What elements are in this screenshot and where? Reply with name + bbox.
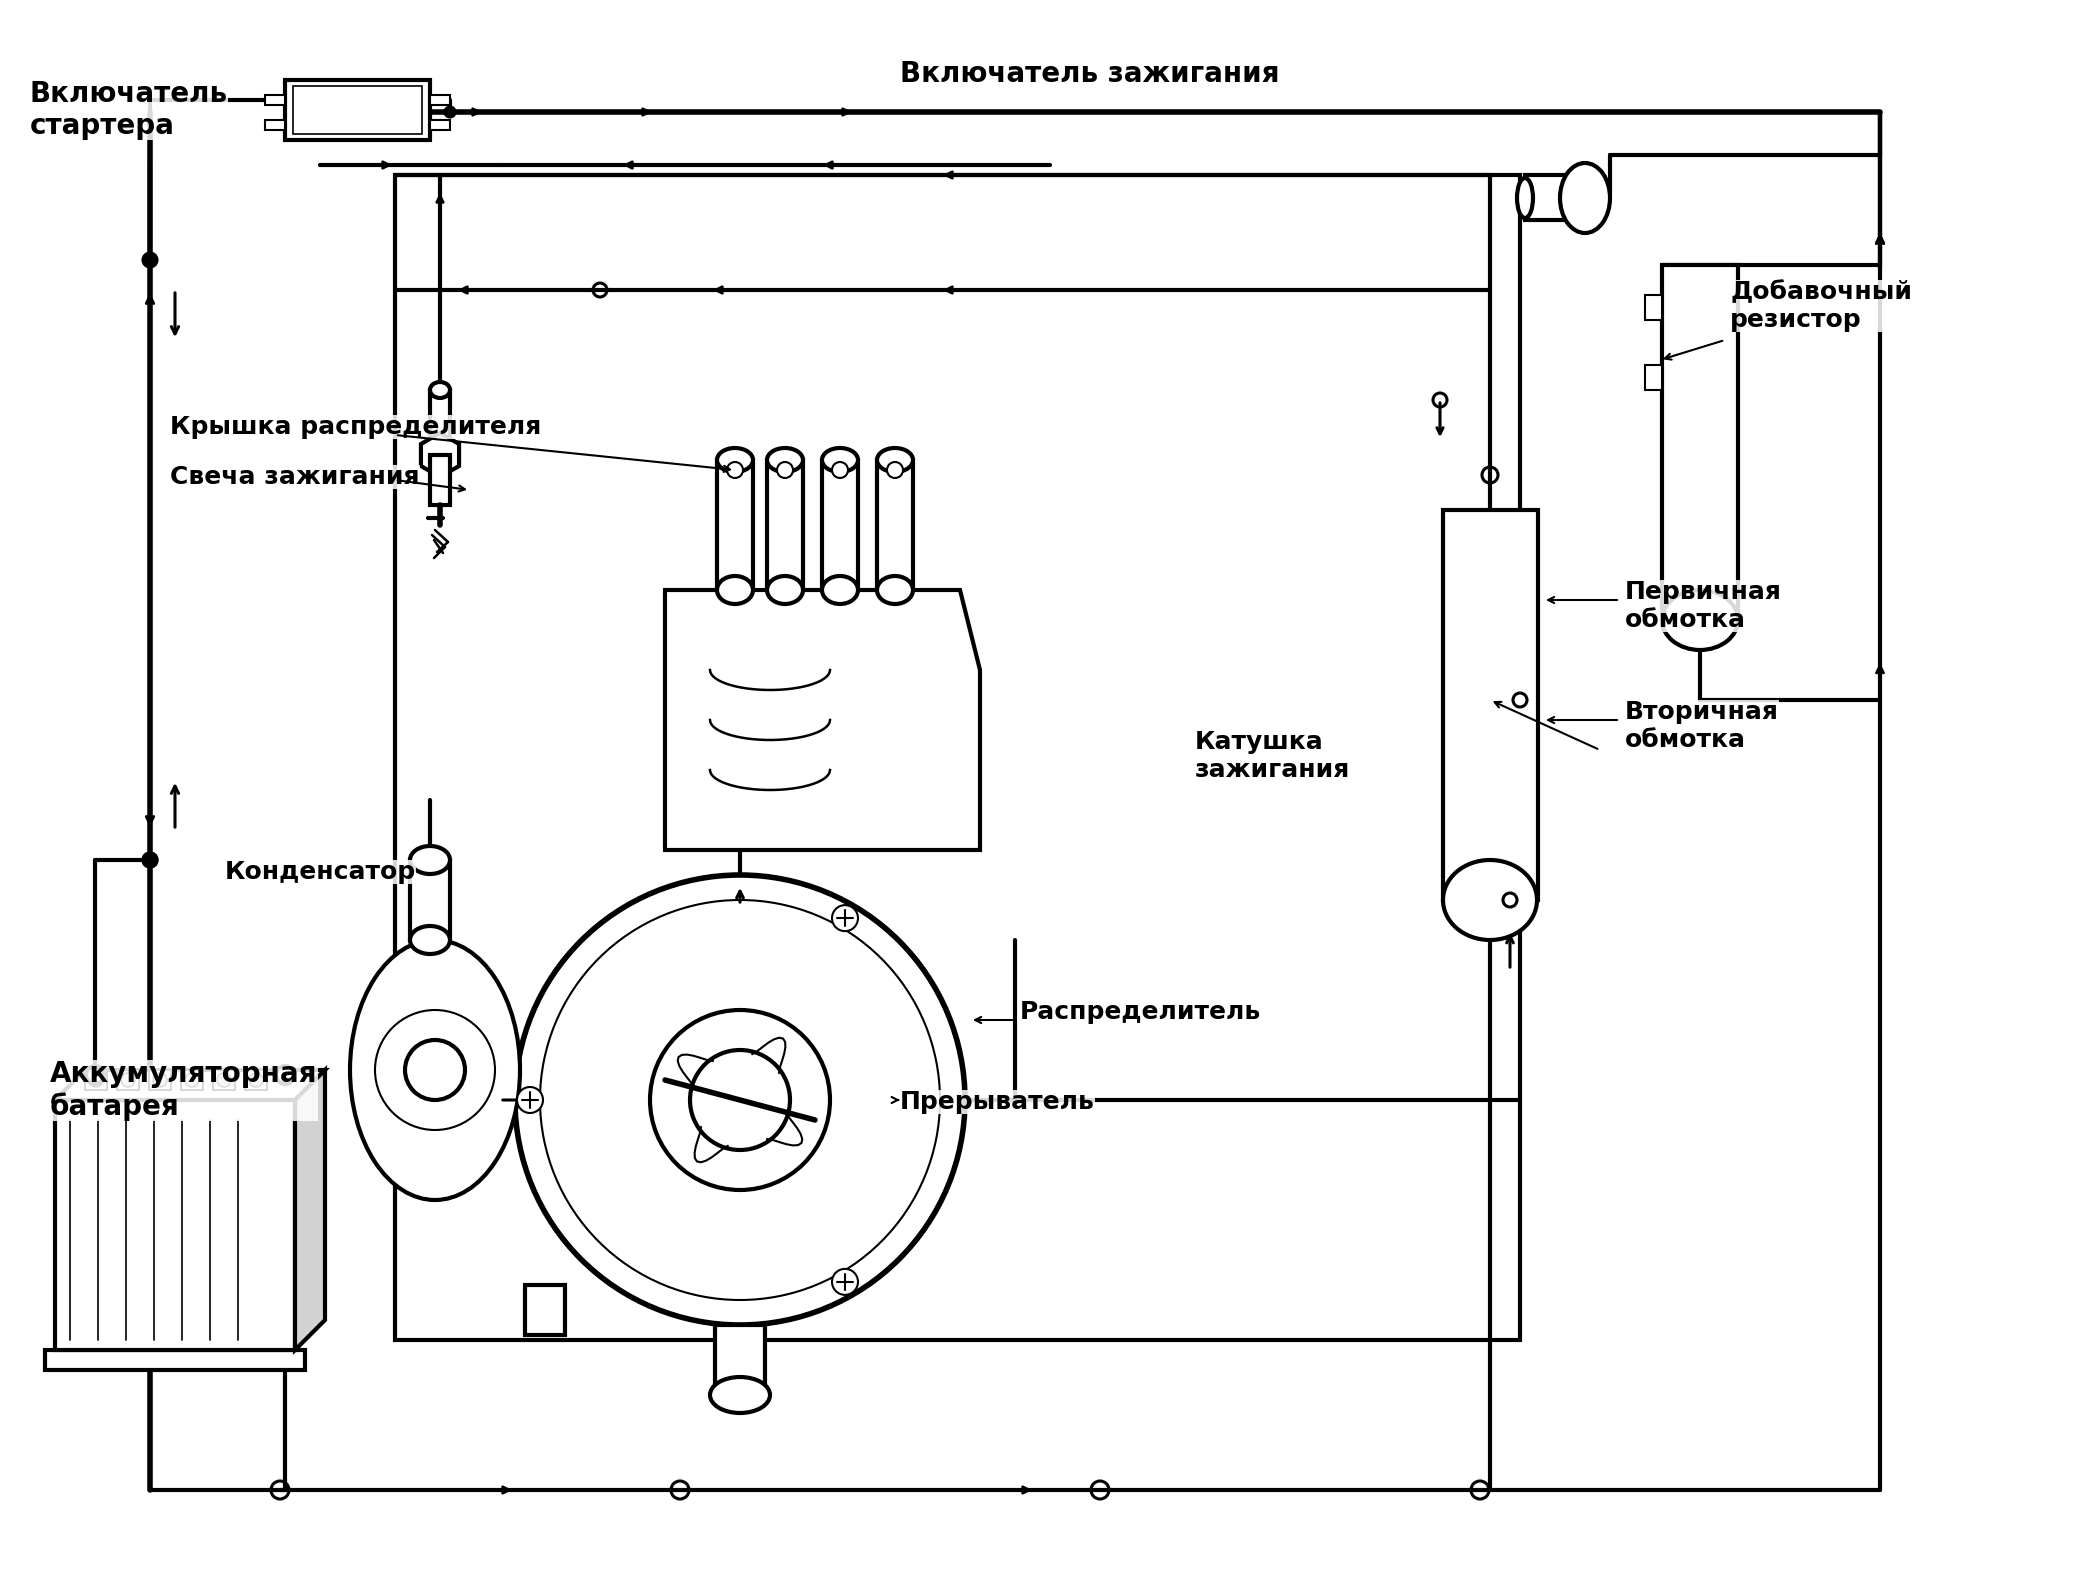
Polygon shape <box>665 590 979 851</box>
Text: Распределитель: Распределитель <box>1021 1000 1262 1024</box>
Bar <box>1661 265 1738 621</box>
Bar <box>430 121 449 130</box>
Bar <box>285 79 430 140</box>
Bar <box>395 175 1520 1339</box>
Circle shape <box>277 1066 293 1084</box>
Polygon shape <box>54 1070 324 1100</box>
Circle shape <box>832 462 848 478</box>
Bar <box>150 1070 170 1090</box>
Bar <box>526 1285 565 1335</box>
Bar <box>767 460 802 590</box>
Text: Прерыватель: Прерыватель <box>900 1090 1096 1114</box>
Bar <box>293 86 422 133</box>
Bar <box>1443 509 1538 900</box>
Text: Включатель
стартера: Включатель стартера <box>29 79 229 140</box>
Bar <box>212 1070 235 1090</box>
Circle shape <box>888 462 902 478</box>
Circle shape <box>143 252 158 267</box>
Ellipse shape <box>717 576 753 605</box>
Bar <box>264 95 285 105</box>
Circle shape <box>690 1051 790 1151</box>
Bar <box>430 390 449 455</box>
Circle shape <box>121 1073 135 1087</box>
Ellipse shape <box>1518 178 1532 217</box>
Ellipse shape <box>410 925 449 954</box>
Bar <box>1644 295 1661 321</box>
Bar <box>264 121 285 130</box>
Text: Аккумуляторная
батарея: Аккумуляторная батарея <box>50 1060 318 1120</box>
Ellipse shape <box>1559 163 1609 233</box>
Ellipse shape <box>1661 590 1738 651</box>
Ellipse shape <box>349 940 520 1200</box>
Bar <box>410 860 449 940</box>
Text: Крышка распределителя: Крышка распределителя <box>170 414 541 440</box>
Bar <box>877 460 913 590</box>
Bar <box>54 1100 295 1351</box>
Bar <box>46 1351 306 1370</box>
Circle shape <box>85 1066 104 1084</box>
Circle shape <box>216 1073 231 1087</box>
Ellipse shape <box>430 382 449 398</box>
Bar <box>85 1070 106 1090</box>
Circle shape <box>445 106 455 117</box>
Bar <box>430 455 449 505</box>
Bar <box>715 1325 765 1395</box>
Text: Первичная
обмотка: Первичная обмотка <box>1626 579 1782 632</box>
Circle shape <box>516 874 965 1325</box>
Circle shape <box>143 852 158 867</box>
Ellipse shape <box>767 576 802 605</box>
Circle shape <box>651 1009 830 1190</box>
Text: Катушка
зажигания: Катушка зажигания <box>1195 730 1351 782</box>
Circle shape <box>832 905 859 932</box>
Bar <box>1644 365 1661 390</box>
Bar <box>116 1070 139 1090</box>
Circle shape <box>249 1073 264 1087</box>
Bar <box>245 1070 266 1090</box>
Text: Конденсатор: Конденсатор <box>225 860 416 884</box>
Circle shape <box>832 1270 859 1295</box>
Circle shape <box>518 1087 543 1112</box>
Ellipse shape <box>410 846 449 874</box>
Bar <box>181 1070 204 1090</box>
Bar <box>1526 175 1584 221</box>
Ellipse shape <box>877 576 913 605</box>
Text: Вторичная
обмотка: Вторичная обмотка <box>1626 700 1780 752</box>
Text: Включатель зажигания: Включатель зажигания <box>900 60 1279 87</box>
Bar <box>717 460 753 590</box>
Ellipse shape <box>711 1378 769 1412</box>
Circle shape <box>728 462 742 478</box>
Circle shape <box>89 1073 104 1087</box>
Circle shape <box>185 1073 200 1087</box>
Circle shape <box>405 1039 466 1100</box>
Ellipse shape <box>877 448 913 471</box>
Bar <box>430 95 449 105</box>
Ellipse shape <box>717 448 753 471</box>
Ellipse shape <box>1443 860 1536 940</box>
Text: Добавочный
резистор: Добавочный резистор <box>1730 279 1913 332</box>
Ellipse shape <box>821 448 859 471</box>
Circle shape <box>143 852 158 867</box>
Bar <box>821 460 859 590</box>
Polygon shape <box>295 1070 324 1351</box>
Circle shape <box>778 462 792 478</box>
Circle shape <box>154 1073 166 1087</box>
Ellipse shape <box>767 448 802 471</box>
Text: Свеча зажигания: Свеча зажигания <box>170 465 420 489</box>
Ellipse shape <box>821 576 859 605</box>
